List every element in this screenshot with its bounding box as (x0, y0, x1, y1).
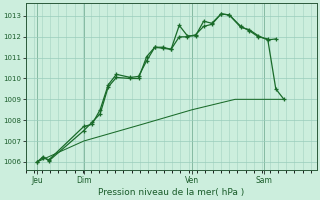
X-axis label: Pression niveau de la mer( hPa ): Pression niveau de la mer( hPa ) (98, 188, 244, 197)
